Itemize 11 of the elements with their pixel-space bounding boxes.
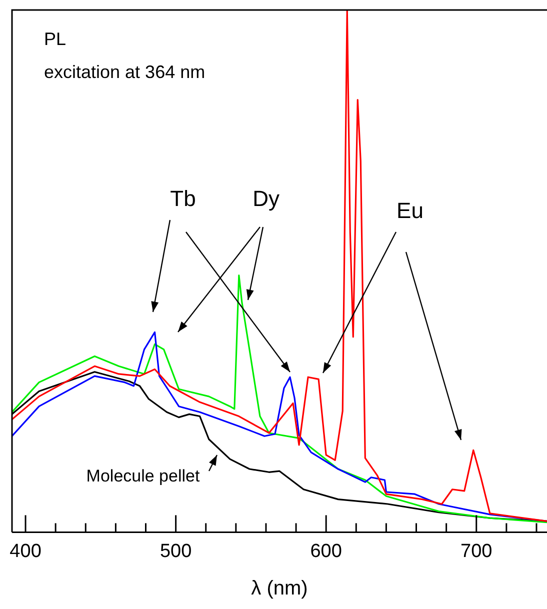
annotation: excitation at 364 nm — [44, 62, 206, 82]
x-tick-label: 600 — [310, 540, 342, 562]
annotation: Tb — [170, 186, 196, 212]
annotation: PL — [44, 28, 66, 49]
annotation: Dy — [252, 186, 280, 212]
annotation: Molecule pellet — [86, 466, 200, 486]
x-tick-label: 700 — [460, 540, 492, 562]
x-axis-title: λ (nm) — [251, 578, 308, 600]
annotation: Eu — [396, 198, 424, 224]
x-tick-label: 500 — [160, 540, 192, 562]
x-tick-label: 400 — [10, 540, 42, 562]
